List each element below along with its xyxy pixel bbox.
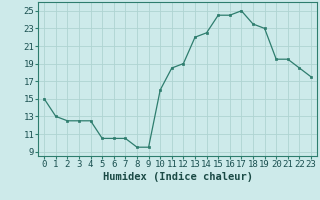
X-axis label: Humidex (Indice chaleur): Humidex (Indice chaleur) (103, 172, 252, 182)
